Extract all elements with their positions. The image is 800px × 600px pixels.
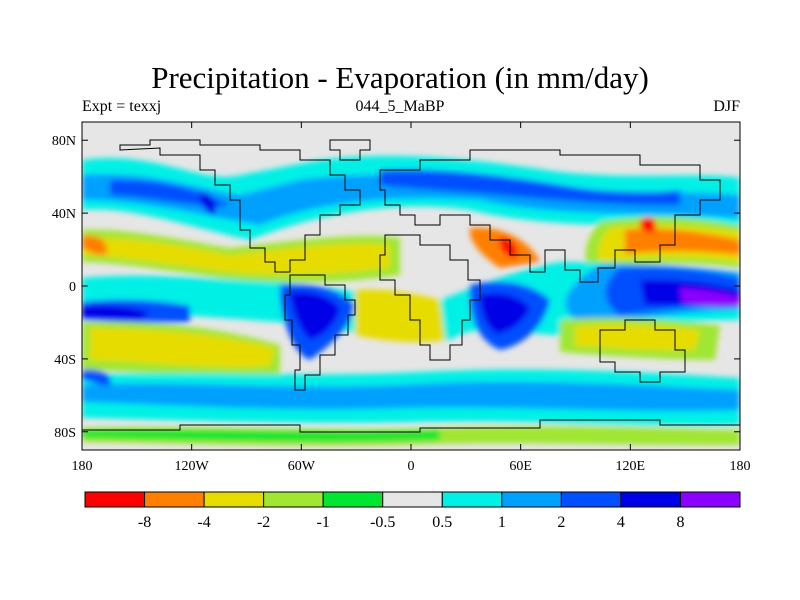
map-title: Precipitation - Evaporation (in mm/day) xyxy=(151,60,649,95)
field-region xyxy=(82,382,740,412)
colorbar-label: -2 xyxy=(257,514,270,531)
y-tick-label: 40S xyxy=(54,353,76,368)
x-tick-label: 60W xyxy=(288,459,316,474)
x-tick-label: 180 xyxy=(730,459,751,474)
colorbar-swatch xyxy=(84,491,146,508)
colorbar-swatch xyxy=(263,491,324,508)
eurasia-outline xyxy=(379,149,721,283)
colorbar-swatch xyxy=(382,491,443,508)
season-label: DJF xyxy=(713,98,740,115)
x-tick-label: 180 xyxy=(72,459,93,474)
colorbar-swatch xyxy=(144,491,205,508)
x-tick-label: 120W xyxy=(175,459,210,474)
colorbar-swatch xyxy=(501,491,562,508)
field-region xyxy=(82,305,150,320)
colorbar-swatch xyxy=(203,491,265,508)
colorbar-swatch xyxy=(560,491,622,508)
colorbar-label: -1 xyxy=(317,514,330,531)
y-tick-label: 80N xyxy=(52,134,76,149)
field-region xyxy=(82,369,111,386)
field-region xyxy=(355,289,445,343)
colorbar-swatch xyxy=(441,491,503,508)
field-layer xyxy=(82,122,740,450)
field-region xyxy=(82,237,390,275)
field-region xyxy=(639,217,656,233)
coastlines xyxy=(82,139,740,433)
y-tick-label: 40N xyxy=(52,207,76,222)
field-region xyxy=(82,235,107,256)
field-region xyxy=(680,288,740,307)
time-period-label: 044_5_MaBP xyxy=(355,98,445,115)
colorbar-label: -4 xyxy=(197,514,210,531)
australia-outline xyxy=(599,319,686,383)
colorbar-label: 0.5 xyxy=(432,514,452,531)
colorbar-label: 2 xyxy=(557,514,565,531)
field-region xyxy=(480,293,530,334)
antarctica-outline xyxy=(82,419,740,433)
x-tick-label: 120E xyxy=(616,459,646,474)
colorbar-label: 1 xyxy=(498,514,506,531)
field-region xyxy=(575,324,700,351)
y-tick-label: 0 xyxy=(69,280,76,295)
field-region xyxy=(82,429,440,442)
colorbar-label: -8 xyxy=(138,514,151,531)
field-region xyxy=(90,328,275,368)
south-america-outline xyxy=(284,274,356,391)
colorbar-label: -0.5 xyxy=(370,514,395,531)
colorbar-label: 8 xyxy=(676,514,684,531)
greenland-outline xyxy=(329,139,371,161)
field-region xyxy=(110,179,230,207)
africa-outline xyxy=(379,234,481,361)
y-tick-label: 80S xyxy=(54,426,76,441)
x-tick-label: 60E xyxy=(509,459,532,474)
experiment-label: Expt = texxj xyxy=(82,98,162,115)
axis-ticks: 180 120W 60W 0 60E 120E 180 80N 40N 0 40S 80S xyxy=(52,122,751,474)
colorbar-swatch xyxy=(620,491,681,508)
north-america-outline xyxy=(119,139,361,273)
colorbar: -8 -4 -2 -1 -0.5 0.5 1 2 4 8 xyxy=(84,491,741,531)
colorbar-swatch xyxy=(322,491,384,508)
field-region xyxy=(82,174,740,225)
colorbar-swatch xyxy=(679,491,741,508)
colorbar-label: 4 xyxy=(617,514,625,531)
x-tick-label: 0 xyxy=(408,459,415,474)
field-region xyxy=(380,169,680,206)
field-region xyxy=(290,291,340,340)
field-region xyxy=(625,228,740,255)
field-region xyxy=(199,192,217,215)
field-region xyxy=(499,237,518,258)
